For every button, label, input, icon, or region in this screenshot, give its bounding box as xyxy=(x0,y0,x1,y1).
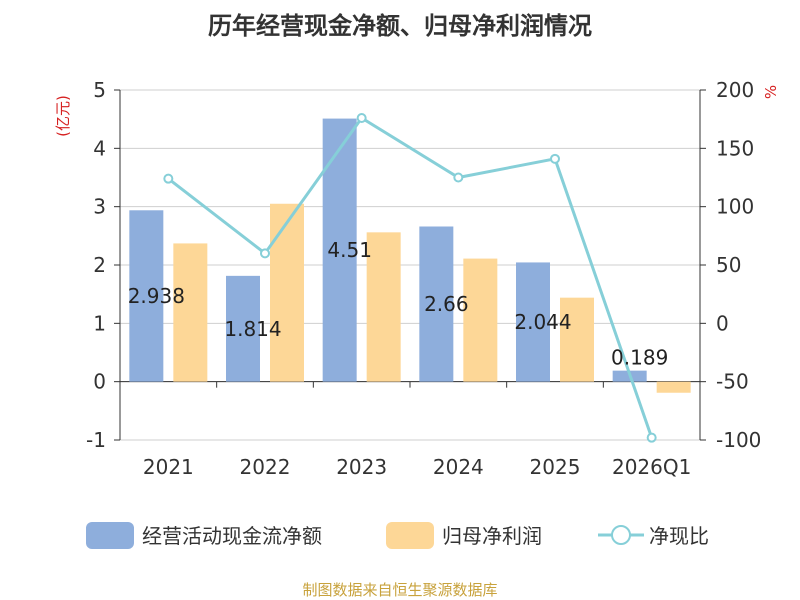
cashflow-bar xyxy=(129,210,164,382)
netprofit-bar xyxy=(560,297,594,382)
x-tick-label: 2022 xyxy=(240,455,291,479)
source-note: 制图数据来自恒生聚源数据库 xyxy=(302,581,498,599)
cashflow-data-label: 0.189 xyxy=(611,346,668,370)
left-tick-label: 4 xyxy=(93,136,106,160)
legend-label-netprofit: 归母净利润 xyxy=(442,524,542,548)
x-tick-label: 2021 xyxy=(143,455,194,479)
cashflow-data-label: 2.66 xyxy=(424,292,469,316)
x-tick-label: 2026Q1 xyxy=(612,455,691,479)
right-tick-label: 0 xyxy=(716,311,729,335)
left-tick-label: 5 xyxy=(93,78,106,102)
legend-label-cashflow: 经营活动现金流净额 xyxy=(142,524,322,548)
cashflow-data-label: 4.51 xyxy=(327,238,372,262)
legend-swatch-netprofit xyxy=(386,522,434,549)
right-tick-label: 200 xyxy=(716,78,754,102)
right-tick-label: -100 xyxy=(716,428,761,452)
left-tick-label: 1 xyxy=(93,311,106,335)
ratio-line xyxy=(167,115,654,439)
x-tick-label: 2024 xyxy=(433,455,484,479)
netprofit-bar xyxy=(463,258,498,382)
cashflow-data-label: 2.938 xyxy=(128,284,185,308)
right-tick-label: 50 xyxy=(716,253,741,277)
left-tick-label: 2 xyxy=(93,253,106,277)
ratio-point xyxy=(453,172,464,183)
left-tick-label: -1 xyxy=(86,428,106,452)
x-tick-label: 2023 xyxy=(336,455,387,479)
netprofit-bar xyxy=(270,203,304,382)
right-axis-unit: % xyxy=(762,85,780,99)
cashflow-bar xyxy=(516,262,550,382)
netprofit-bar xyxy=(656,381,691,393)
legend-label-ratio: 净现比 xyxy=(649,524,709,548)
left-tick-label: 0 xyxy=(93,370,106,394)
left-axis-unit: (亿元) xyxy=(54,95,72,137)
chart-title: 历年经营现金净额、归母净利润情况 xyxy=(208,12,592,40)
ratio-point xyxy=(163,173,174,184)
legend-marker-ratio xyxy=(611,525,631,545)
cashflow-bar xyxy=(419,226,454,382)
ratio-point xyxy=(356,113,367,123)
ratio-point xyxy=(550,153,560,164)
right-tick-label: -50 xyxy=(716,370,749,394)
netprofit-bar xyxy=(366,232,401,382)
legend-swatch-cashflow xyxy=(86,522,134,549)
cashflow-data-label: 2.044 xyxy=(514,310,571,334)
ratio-point xyxy=(646,432,657,443)
left-tick-label: 3 xyxy=(93,195,106,219)
right-tick-label: 150 xyxy=(716,136,754,160)
netprofit-bar xyxy=(173,243,208,382)
right-tick-label: 100 xyxy=(716,195,754,219)
cashflow-bar xyxy=(226,275,260,382)
x-tick-label: 2025 xyxy=(530,455,581,479)
ratio-point xyxy=(260,248,270,259)
cashflow-data-label: 1.814 xyxy=(224,317,281,341)
